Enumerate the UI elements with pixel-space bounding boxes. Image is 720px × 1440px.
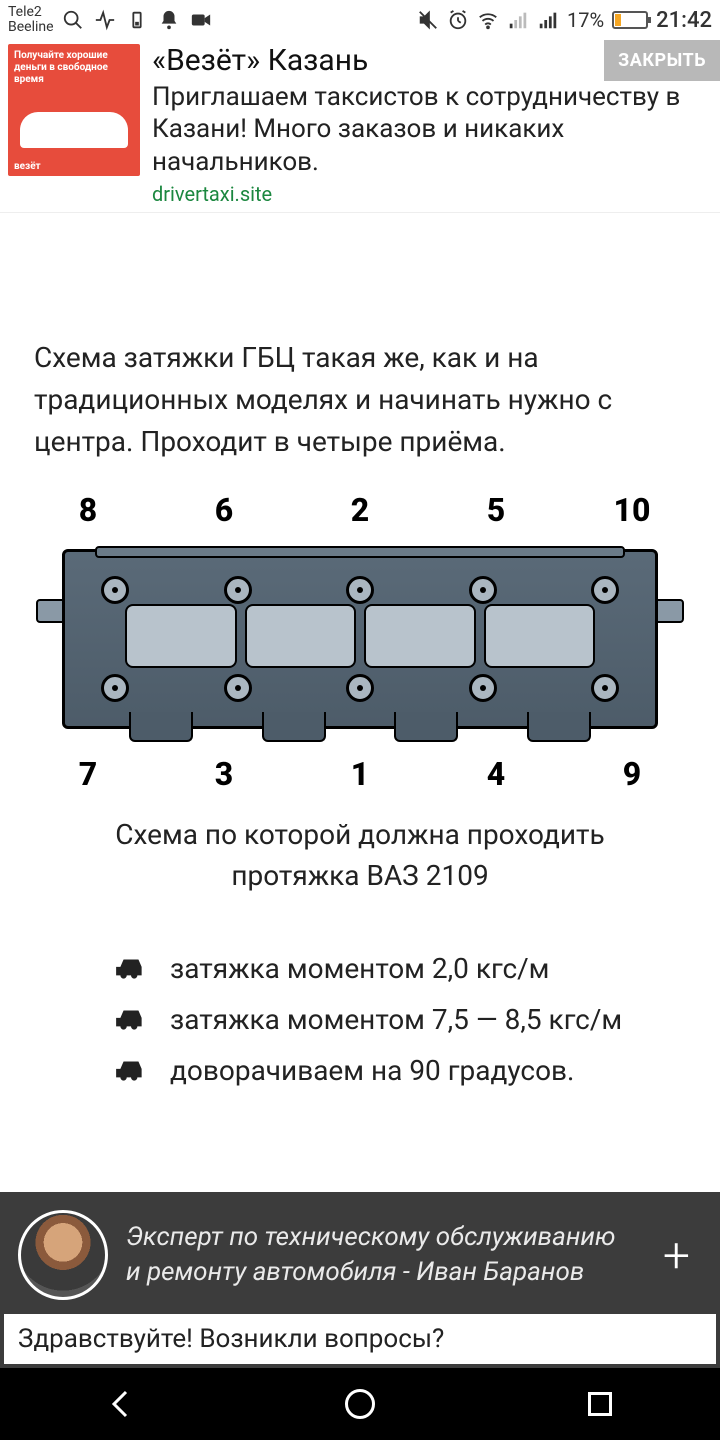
wifi-icon (477, 9, 499, 31)
ad-banner[interactable]: Получайте хорошие деньги в свободное вре… (0, 40, 720, 213)
carrier-labels: Tele2 Beeline (8, 5, 54, 36)
list-item: затяжка моментом 7,5 — 8,5 кгс/м (114, 1003, 686, 1036)
video-icon (190, 9, 212, 31)
torque-text: затяжка моментом 2,0 кгс/м (170, 952, 549, 985)
article-body: Схема затяжки ГБЦ такая же, как и на тра… (0, 213, 720, 1087)
diagram-bottom-numbers: 7 3 1 4 9 (40, 755, 680, 793)
alarm-icon (447, 9, 469, 31)
car-icon (114, 1007, 148, 1033)
bolt-num-2: 2 (336, 491, 384, 529)
back-button[interactable] (102, 1386, 138, 1422)
ad-close-button[interactable]: ЗАКРЫТЬ (604, 40, 720, 81)
list-item: затяжка моментом 2,0 кгс/м (114, 952, 686, 985)
chat-input[interactable]: Здравствуйте! Возникли вопросы? (4, 1314, 716, 1364)
carrier-2: Beeline (8, 20, 54, 35)
expand-chat-button[interactable]: + (651, 1227, 702, 1284)
ad-link[interactable]: drivertaxi.site (152, 182, 712, 206)
list-item: доворачиваем на 90 градусов. (114, 1054, 686, 1087)
torque-text: доворачиваем на 90 градусов. (170, 1054, 574, 1087)
bolt-num-5: 5 (472, 491, 520, 529)
home-button[interactable] (342, 1386, 378, 1422)
ad-thumbnail: Получайте хорошие деньги в свободное вре… (8, 44, 140, 176)
battery-percent: 17% (567, 8, 604, 32)
car-icon (114, 956, 148, 982)
ad-brand: везёт (14, 161, 41, 172)
signal-1-icon (507, 9, 529, 31)
status-bar: Tele2 Beeline (0, 0, 720, 40)
system-navbar (0, 1368, 720, 1440)
bolt-num-3: 3 (200, 755, 248, 793)
article-paragraph: Схема затяжки ГБЦ такая же, как и на тра… (34, 337, 686, 463)
car-icon (114, 1058, 148, 1084)
ad-description: Приглашаем таксистов к сотрудничеству в … (152, 81, 712, 179)
battery-icon (612, 11, 648, 29)
expert-label: Эксперт по техническому обслуживанию и р… (126, 1220, 633, 1290)
torque-text: затяжка моментом 7,5 — 8,5 кгс/м (170, 1003, 622, 1036)
bolt-num-9: 9 (608, 755, 656, 793)
torque-list: затяжка моментом 2,0 кгс/м затяжка момен… (34, 952, 686, 1087)
engine-block-diagram (40, 539, 680, 739)
diagram-container: 8 6 2 5 10 (34, 491, 686, 896)
bolt-num-8: 8 (64, 491, 112, 529)
bolt-num-7: 7 (64, 755, 112, 793)
recent-apps-button[interactable] (582, 1386, 618, 1422)
search-icon (62, 9, 84, 31)
carrier-1: Tele2 (8, 5, 54, 20)
bolt-num-1: 1 (336, 755, 384, 793)
battery-low-icon (126, 9, 148, 31)
bell-icon (158, 9, 180, 31)
mute-icon (417, 9, 439, 31)
diagram-top-numbers: 8 6 2 5 10 (40, 491, 680, 529)
bolt-num-10: 10 (608, 491, 656, 529)
expert-chat-overlay: Эксперт по техническому обслуживанию и р… (0, 1192, 720, 1368)
expert-avatar[interactable] (18, 1210, 108, 1300)
activity-icon (94, 9, 116, 31)
bolt-num-4: 4 (472, 755, 520, 793)
signal-2-icon (537, 9, 559, 31)
ad-thumb-text: Получайте хорошие деньги в свободное вре… (8, 44, 140, 92)
bolt-num-6: 6 (200, 491, 248, 529)
clock: 21:42 (656, 8, 712, 33)
diagram-caption: Схема по которой должна проходить протяж… (34, 815, 686, 896)
